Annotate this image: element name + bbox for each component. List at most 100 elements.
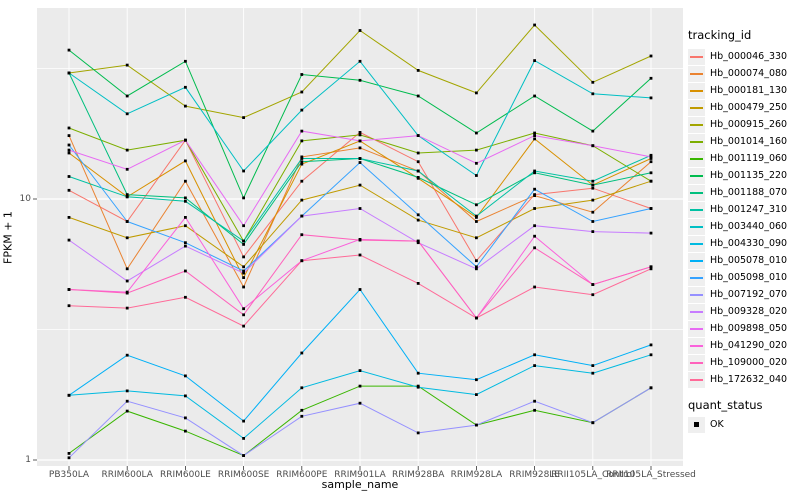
quant-legend-title: quant_status bbox=[688, 398, 763, 412]
data-point bbox=[475, 91, 478, 95]
x-tick-label: RRII105LA_Control bbox=[551, 470, 635, 480]
legend-items: Hb_000046_330 Hb_000074_080 Hb_000181_130 H… bbox=[688, 48, 800, 388]
legend-key bbox=[688, 303, 705, 320]
legend-item: Hb_000181_130 bbox=[688, 82, 800, 99]
data-point bbox=[300, 386, 304, 390]
data-point bbox=[533, 187, 536, 191]
legend-label: Hb_009328_020 bbox=[710, 306, 788, 317]
data-point bbox=[649, 153, 653, 157]
data-point bbox=[475, 267, 478, 271]
line-swatch-icon bbox=[690, 72, 703, 75]
legend-item: Hb_001014_160 bbox=[688, 133, 800, 150]
data-point bbox=[67, 126, 71, 130]
quant-legend-item: OK bbox=[688, 416, 800, 433]
legend-item: Hb_000046_330 bbox=[688, 48, 800, 65]
data-point bbox=[649, 386, 653, 390]
data-point bbox=[591, 371, 595, 375]
x-tick-label: RRIM600LA bbox=[101, 470, 153, 480]
legend-key bbox=[688, 116, 705, 133]
data-point bbox=[416, 94, 420, 98]
data-point bbox=[242, 285, 245, 289]
data-point bbox=[358, 207, 362, 210]
data-point bbox=[358, 401, 362, 405]
data-point bbox=[533, 194, 536, 197]
data-point bbox=[125, 236, 129, 240]
x-axis-title: sample_name bbox=[321, 478, 399, 491]
data-point bbox=[416, 371, 420, 375]
legend-label: Hb_172632_040 bbox=[710, 374, 788, 385]
data-point bbox=[533, 353, 536, 357]
data-point bbox=[125, 267, 129, 271]
data-point bbox=[67, 143, 71, 147]
data-point bbox=[67, 288, 71, 291]
data-point bbox=[533, 285, 536, 289]
data-point bbox=[591, 129, 595, 133]
legend-key bbox=[688, 235, 705, 252]
legend-label: Hb_005098_010 bbox=[710, 272, 788, 283]
data-point bbox=[67, 175, 71, 178]
data-point bbox=[125, 63, 129, 67]
data-point bbox=[67, 188, 71, 192]
legend-key bbox=[688, 218, 705, 235]
data-point bbox=[184, 199, 187, 203]
data-point bbox=[125, 148, 129, 152]
data-point bbox=[591, 144, 595, 148]
data-point bbox=[242, 239, 245, 243]
x-tick-label: RRIM928LE bbox=[509, 470, 560, 480]
data-point bbox=[300, 233, 304, 237]
x-tick-label: RRIM600PE bbox=[276, 470, 328, 480]
data-point bbox=[242, 454, 245, 457]
data-point bbox=[475, 236, 478, 240]
data-point bbox=[300, 73, 304, 76]
data-point bbox=[416, 431, 420, 435]
data-point bbox=[475, 203, 478, 207]
line-swatch-icon bbox=[690, 276, 703, 279]
data-point bbox=[67, 134, 71, 137]
data-point bbox=[67, 48, 71, 52]
data-point bbox=[300, 157, 304, 160]
y-axis-title: FPKM + 1 bbox=[1, 211, 15, 264]
legend-item: Hb_007192_070 bbox=[688, 286, 800, 303]
legend-key bbox=[688, 252, 705, 269]
data-point bbox=[125, 220, 129, 223]
line-swatch-icon bbox=[690, 55, 703, 58]
data-point bbox=[649, 179, 653, 183]
data-point bbox=[358, 288, 362, 291]
data-point bbox=[125, 195, 129, 199]
data-point bbox=[416, 385, 420, 389]
data-point bbox=[184, 59, 187, 63]
data-point bbox=[475, 265, 478, 269]
data-point bbox=[242, 437, 245, 440]
data-point bbox=[300, 160, 304, 164]
x-tick-label: PB350LA bbox=[48, 470, 90, 480]
legend-item: Hb_004330_090 bbox=[688, 235, 800, 252]
x-tick-label: RRIM928LA bbox=[450, 470, 503, 480]
data-point bbox=[475, 131, 478, 135]
data-point bbox=[416, 151, 420, 155]
data-point bbox=[184, 196, 187, 200]
legend-item: Hb_005078_010 bbox=[688, 252, 800, 269]
data-point bbox=[300, 155, 304, 159]
data-point bbox=[358, 183, 362, 187]
point-swatch-icon bbox=[694, 422, 699, 427]
data-point bbox=[591, 220, 595, 223]
data-point bbox=[475, 259, 478, 263]
quant-legend-label: OK bbox=[710, 419, 724, 430]
legend-key bbox=[688, 133, 705, 150]
legend-label: Hb_001247_310 bbox=[710, 204, 788, 215]
legend-item: Hb_001188_070 bbox=[688, 184, 800, 201]
data-point bbox=[475, 316, 478, 320]
data-point bbox=[533, 131, 536, 135]
data-point bbox=[184, 244, 187, 248]
data-point bbox=[475, 393, 478, 396]
data-point bbox=[300, 129, 304, 133]
data-point bbox=[184, 241, 187, 245]
data-point bbox=[300, 408, 304, 412]
data-point bbox=[533, 23, 536, 27]
data-point bbox=[242, 116, 245, 119]
legend-item: Hb_109000_020 bbox=[688, 354, 800, 371]
legend-key bbox=[688, 184, 705, 201]
data-point bbox=[242, 324, 245, 328]
data-point bbox=[184, 374, 187, 378]
data-point bbox=[242, 276, 245, 279]
